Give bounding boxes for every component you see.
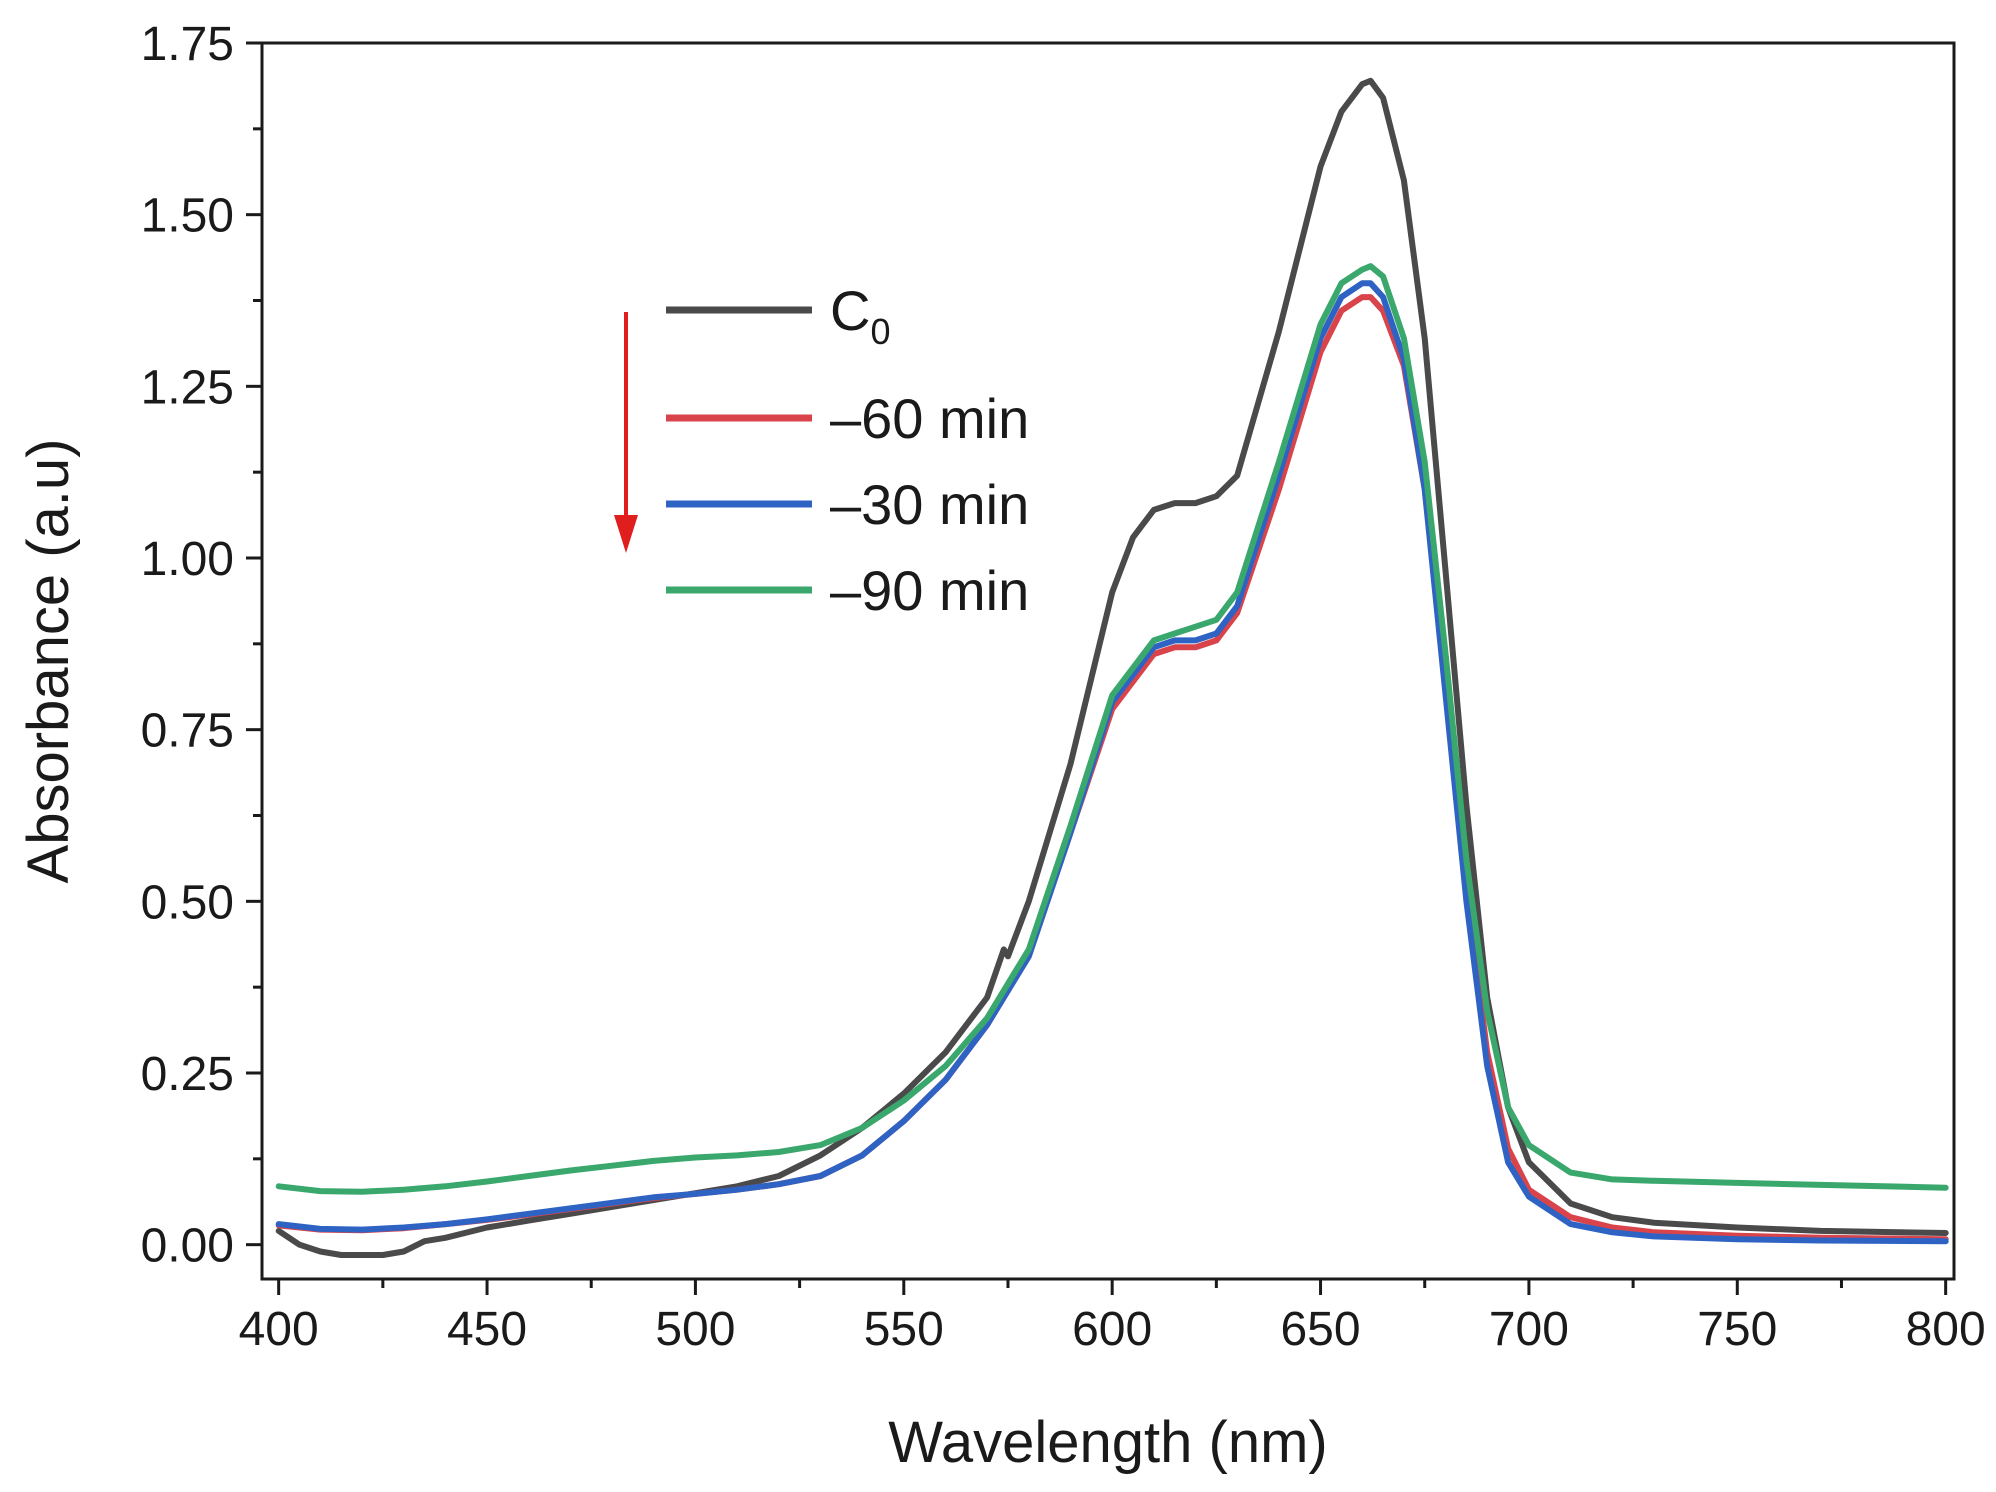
y-tick-label: 0.75 <box>141 705 234 758</box>
legend-label-1: –60 min <box>830 387 1029 450</box>
x-axis-title: Wavelength (nm) <box>888 1410 1327 1475</box>
x-tick-label: 650 <box>1280 1303 1360 1356</box>
x-tick-label: 500 <box>655 1303 735 1356</box>
legend-label-3: –90 min <box>830 559 1029 622</box>
series-line-3 <box>275 263 1949 1195</box>
x-tick-label: 550 <box>864 1303 944 1356</box>
y-tick-label: 0.25 <box>141 1048 234 1101</box>
x-tick-label: 600 <box>1072 1303 1152 1356</box>
y-tick-label: 0.00 <box>141 1220 234 1273</box>
series-line-2 <box>275 280 1949 1245</box>
series-layer <box>275 77 1949 1258</box>
x-axis: 400 450 500 550 600 650 700 750 800 <box>239 1279 1986 1356</box>
legend-subscript: 0 <box>870 311 890 352</box>
y-tick-label: 0.50 <box>141 876 234 929</box>
x-tick-label: 450 <box>447 1303 527 1356</box>
x-tick-label: 400 <box>239 1303 319 1356</box>
x-tick-label: 750 <box>1697 1303 1777 1356</box>
y-tick-label: 1.75 <box>141 18 234 71</box>
y-tick-label: 1.00 <box>141 533 234 586</box>
y-axis: 0.00 0.25 0.50 0.75 1.00 1.25 1.50 1.75 <box>141 18 262 1273</box>
x-tick-label: 800 <box>1906 1303 1986 1356</box>
y-tick-label: 1.25 <box>141 361 234 414</box>
legend: C0–60 min–30 min–90 min <box>614 279 1029 622</box>
y-axis-title: Absorbance (a.u) <box>16 439 81 884</box>
series-line-0 <box>275 77 1949 1258</box>
y-tick-label: 1.50 <box>141 190 234 243</box>
x-tick-label: 700 <box>1489 1303 1569 1356</box>
legend-label-2: –30 min <box>830 473 1029 536</box>
legend-arrow <box>614 312 638 553</box>
plot-frame <box>260 41 1956 1281</box>
